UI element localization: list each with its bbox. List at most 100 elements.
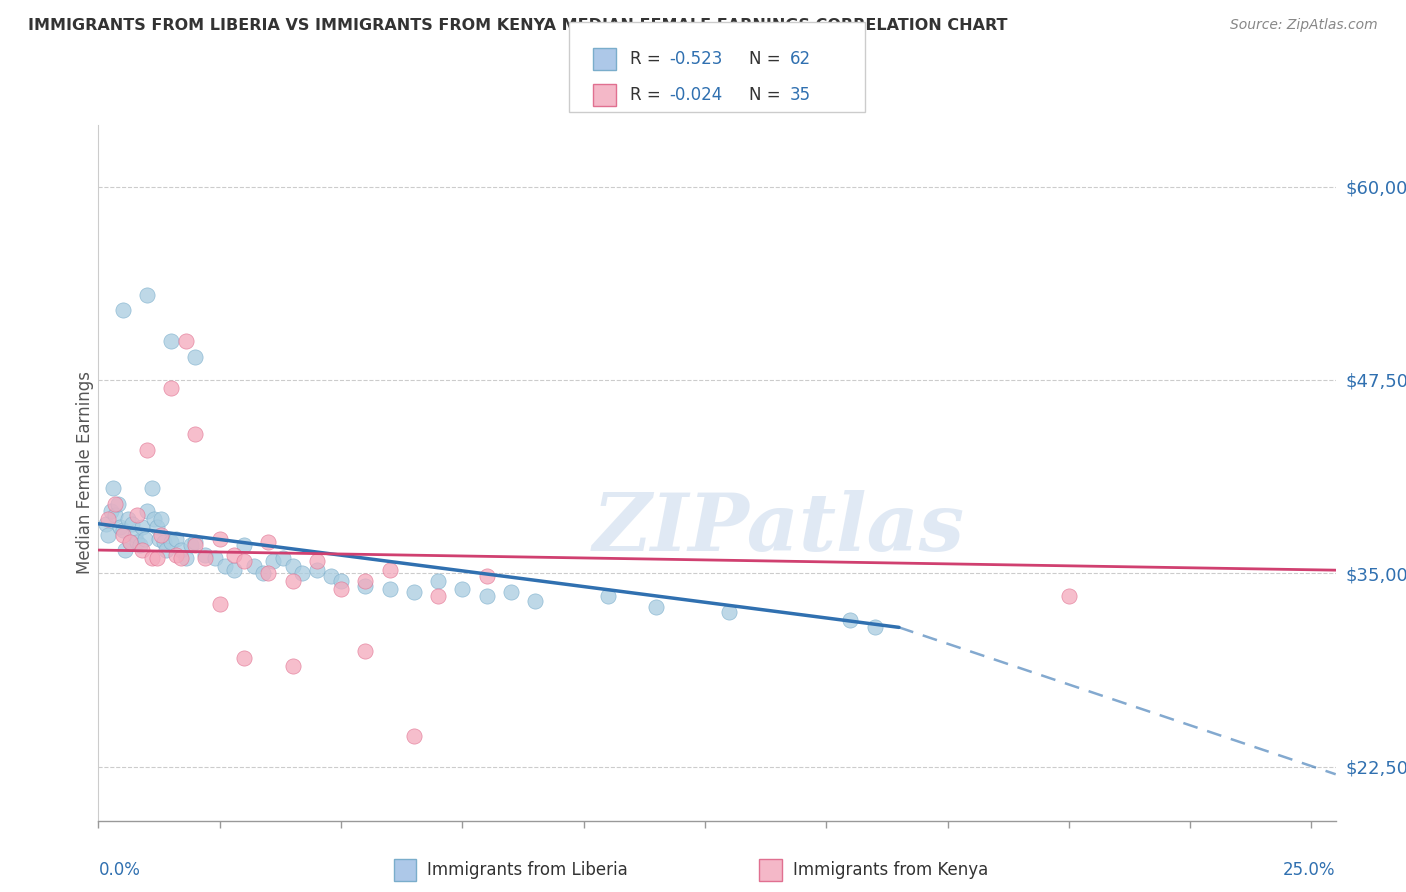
Point xyxy=(127,535,149,549)
Point xyxy=(451,582,474,596)
Point xyxy=(354,643,377,657)
Point xyxy=(136,442,159,457)
Point xyxy=(427,574,450,588)
Point xyxy=(281,574,304,588)
Point xyxy=(378,582,401,596)
Point xyxy=(402,584,425,599)
Point xyxy=(118,535,141,549)
Text: Immigrants from Liberia: Immigrants from Liberia xyxy=(427,861,628,879)
Point xyxy=(117,512,139,526)
Point xyxy=(718,605,741,619)
Y-axis label: Median Female Earnings: Median Female Earnings xyxy=(76,371,94,574)
Point xyxy=(170,543,193,558)
Point xyxy=(184,538,207,552)
Point xyxy=(160,535,183,549)
Point xyxy=(184,535,207,549)
Point xyxy=(94,516,117,531)
Point xyxy=(165,533,187,547)
Point xyxy=(252,566,274,581)
Point xyxy=(214,558,236,573)
Point xyxy=(233,538,256,552)
Point xyxy=(305,563,328,577)
Point xyxy=(136,288,159,302)
Point xyxy=(111,523,134,537)
Point xyxy=(124,527,146,541)
Point xyxy=(150,512,173,526)
Text: N =: N = xyxy=(749,86,780,104)
Text: IMMIGRANTS FROM LIBERIA VS IMMIGRANTS FROM KENYA MEDIAN FEMALE EARNINGS CORRELAT: IMMIGRANTS FROM LIBERIA VS IMMIGRANTS FR… xyxy=(28,18,1008,33)
Point xyxy=(155,543,177,558)
Point xyxy=(427,590,450,604)
Point xyxy=(111,303,134,318)
Point xyxy=(150,527,173,541)
Text: Source: ZipAtlas.com: Source: ZipAtlas.com xyxy=(1230,18,1378,32)
Point xyxy=(160,334,183,349)
Point xyxy=(839,613,862,627)
Point xyxy=(330,574,353,588)
Point xyxy=(378,563,401,577)
Point xyxy=(110,520,132,534)
Point xyxy=(136,504,159,518)
Point xyxy=(402,729,425,743)
Point xyxy=(271,550,294,565)
Point xyxy=(134,533,156,547)
Point xyxy=(143,512,166,526)
Point xyxy=(524,594,547,608)
Point xyxy=(242,558,264,573)
Point xyxy=(281,659,304,673)
Point xyxy=(160,381,183,395)
Point xyxy=(291,566,314,581)
Point xyxy=(131,520,153,534)
Point xyxy=(100,504,122,518)
Point xyxy=(257,535,280,549)
Point xyxy=(148,533,170,547)
Point xyxy=(180,538,202,552)
Point xyxy=(262,554,284,568)
Point xyxy=(118,535,141,549)
Point xyxy=(97,512,120,526)
Point xyxy=(499,584,522,599)
Point xyxy=(330,582,353,596)
Text: Immigrants from Kenya: Immigrants from Kenya xyxy=(793,861,988,879)
Point xyxy=(184,427,207,442)
Point xyxy=(305,554,328,568)
Point xyxy=(281,558,304,573)
Point xyxy=(104,508,127,522)
Text: 0.0%: 0.0% xyxy=(98,861,141,879)
Text: -0.523: -0.523 xyxy=(669,50,723,68)
Text: 35: 35 xyxy=(790,86,811,104)
Point xyxy=(111,527,134,541)
Text: 25.0%: 25.0% xyxy=(1284,861,1336,879)
Point xyxy=(153,535,176,549)
Text: R =: R = xyxy=(630,86,661,104)
Point xyxy=(141,550,163,565)
Point xyxy=(174,550,197,565)
Point xyxy=(114,543,136,558)
Point xyxy=(165,548,187,562)
Point xyxy=(224,563,246,577)
Point xyxy=(257,566,280,581)
Point xyxy=(128,538,150,552)
Point xyxy=(233,651,256,665)
Point xyxy=(645,600,668,615)
Text: ZIPatlas: ZIPatlas xyxy=(593,490,965,567)
Point xyxy=(321,569,343,583)
Text: -0.024: -0.024 xyxy=(669,86,723,104)
Text: 62: 62 xyxy=(790,50,811,68)
Point xyxy=(208,533,231,547)
Point xyxy=(104,497,127,511)
Point xyxy=(107,497,129,511)
Point xyxy=(131,543,153,558)
Text: R =: R = xyxy=(630,50,661,68)
Point xyxy=(354,579,377,593)
Point xyxy=(475,590,498,604)
Point xyxy=(863,620,886,634)
Point xyxy=(121,516,143,531)
Point xyxy=(127,508,149,522)
Point xyxy=(208,597,231,611)
Point xyxy=(475,569,498,583)
Point xyxy=(170,550,193,565)
Point xyxy=(145,520,167,534)
Point xyxy=(204,550,226,565)
Point xyxy=(194,550,217,565)
